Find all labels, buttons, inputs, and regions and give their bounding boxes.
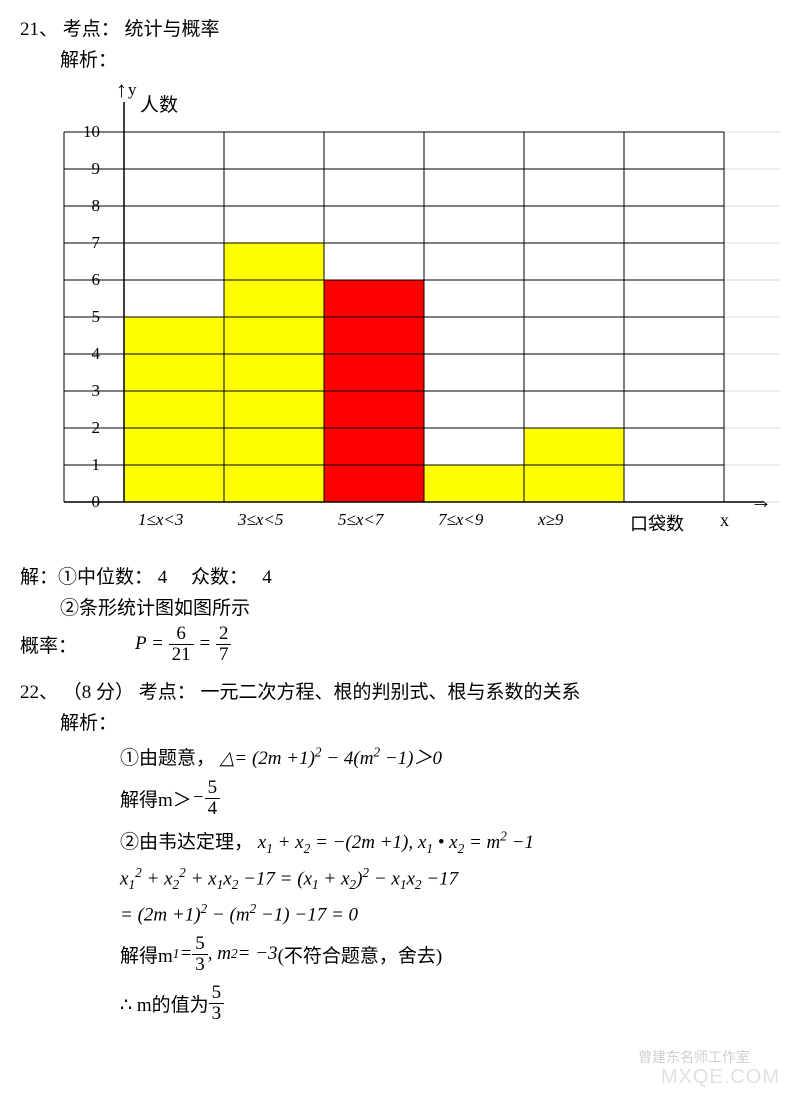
y-tick-8: 8 — [70, 196, 100, 216]
q22-line6: 解得m1 = 53 , m2 = −3 (不符合题意，舍去) — [20, 934, 790, 975]
wechat-watermark: 曾建东名师工作室 — [638, 1047, 750, 1067]
x-label-4: x≥9 — [538, 510, 563, 530]
y-tick-4: 4 — [70, 344, 100, 364]
x-axis-caption: 口袋数 — [630, 510, 684, 536]
q21-solution-line2: ②条形统计图如图所示 — [20, 593, 790, 620]
q22-points: （8 分） — [63, 682, 134, 703]
y-tick-1: 1 — [70, 455, 100, 475]
x-label-0: 1≤x<3 — [138, 510, 183, 530]
y-tick-7: 7 — [70, 233, 100, 253]
q22-line2: 解得m＞ − 54 — [20, 778, 790, 819]
q21-number: 21、 — [20, 19, 58, 40]
prob-lhs: P = — [135, 633, 164, 654]
q22-topic-label: 考点： — [139, 682, 196, 703]
q22-line5: = (2m +1)2 − (m2 −1) −17 = 0 — [20, 901, 790, 926]
probability-label: 概率： — [20, 631, 77, 658]
y-tick-10: 10 — [70, 122, 100, 142]
chart-svg — [20, 82, 780, 552]
x-label-2: 5≤x<7 — [338, 510, 383, 530]
q22-line3: ②由韦达定理， x1 + x2 = −(2m +1), x1 • x2 = m2… — [20, 827, 790, 857]
y-tick-6: 6 — [70, 270, 100, 290]
q22-header: 22、 （8 分） 考点： 一元二次方程、根的判别式、根与系数的关系 — [20, 677, 790, 704]
q21-topic-label: 考点： — [63, 19, 120, 40]
x-label-1: 3≤x<5 — [238, 510, 283, 530]
y-tick-5: 5 — [70, 307, 100, 327]
q22-analysis-label: 解析： — [20, 708, 790, 735]
y-tick-3: 3 — [70, 381, 100, 401]
x-label-3: 7≤x<9 — [438, 510, 483, 530]
mode-label: 众数： — [191, 567, 248, 588]
mode-value: 4 — [262, 567, 272, 588]
median-label: 解：①中位数： — [20, 567, 153, 588]
q22-line1: ①由题意， △= (2m +1)2 − 4(m2 −1)＞0 — [20, 743, 790, 770]
bar-chart: ↑ 人数 y 口袋数 x → 0123456789101≤x<33≤x<55≤x… — [20, 82, 780, 552]
y-tick-2: 2 — [70, 418, 100, 438]
site-watermark: MXQE.COM — [661, 1066, 780, 1089]
q21-analysis-label: 解析： — [20, 45, 790, 72]
q22-line4: x12 + x22 + x1x2 −17 = (x1 + x2)2 − x1x2… — [20, 865, 790, 893]
q22-line7: ∴ m的值为 53 — [20, 983, 790, 1024]
q21-topic: 统计与概率 — [125, 19, 220, 40]
y-tick-9: 9 — [70, 159, 100, 179]
q21-solution-line1: 解：①中位数： 4 众数： 4 — [20, 562, 790, 589]
q22-topic: 一元二次方程、根的判别式、根与系数的关系 — [201, 682, 581, 703]
x-axis-arrow-icon: → — [750, 488, 780, 514]
q21-header: 21、 考点： 统计与概率 — [20, 14, 790, 41]
median-value: 4 — [158, 567, 168, 588]
y-tick-0: 0 — [70, 492, 100, 512]
q21-probability: 概率： P = 621 = 27 — [20, 624, 790, 665]
x-axis-symbol: x — [720, 510, 729, 531]
q22-number: 22、 — [20, 682, 58, 703]
